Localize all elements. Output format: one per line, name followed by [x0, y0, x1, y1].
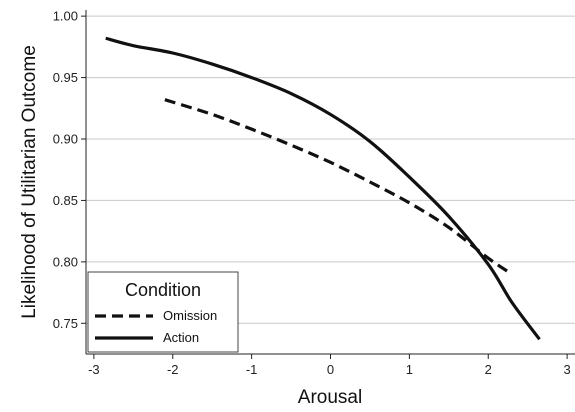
x-tick-label: 3 — [563, 362, 570, 377]
y-tick-label: 0.75 — [53, 316, 78, 331]
legend: Condition Omission Action — [87, 271, 239, 353]
legend-label-omission: Omission — [163, 308, 217, 323]
series-line-action — [105, 36, 541, 341]
x-axis-title: Arousal — [298, 387, 362, 408]
x-tick-label: 0 — [327, 362, 334, 377]
y-tick-label: 0.95 — [53, 70, 78, 85]
x-tick-label: 2 — [485, 362, 492, 377]
x-tick-label: -3 — [88, 362, 100, 377]
y-tick-label: 0.80 — [53, 254, 78, 269]
y-axis: 0.75 0.80 0.85 0.90 0.95 1.00 — [53, 9, 87, 354]
x-axis: -3 -2 -1 0 1 2 3 — [86, 353, 575, 377]
y-tick-label: 0.90 — [53, 132, 78, 147]
y-axis-title: Likelihood of Utilitarian Outcome — [19, 45, 40, 319]
y-tick-label: 0.85 — [53, 193, 78, 208]
x-tick-label: 1 — [406, 362, 413, 377]
series-layer — [105, 36, 541, 341]
x-tick-label: -2 — [167, 362, 179, 377]
x-tick-label: -1 — [246, 362, 258, 377]
series-line-omission — [164, 98, 513, 276]
y-tick-label: 1.00 — [53, 9, 78, 24]
legend-title: Condition — [125, 280, 201, 300]
legend-label-action: Action — [163, 330, 199, 345]
